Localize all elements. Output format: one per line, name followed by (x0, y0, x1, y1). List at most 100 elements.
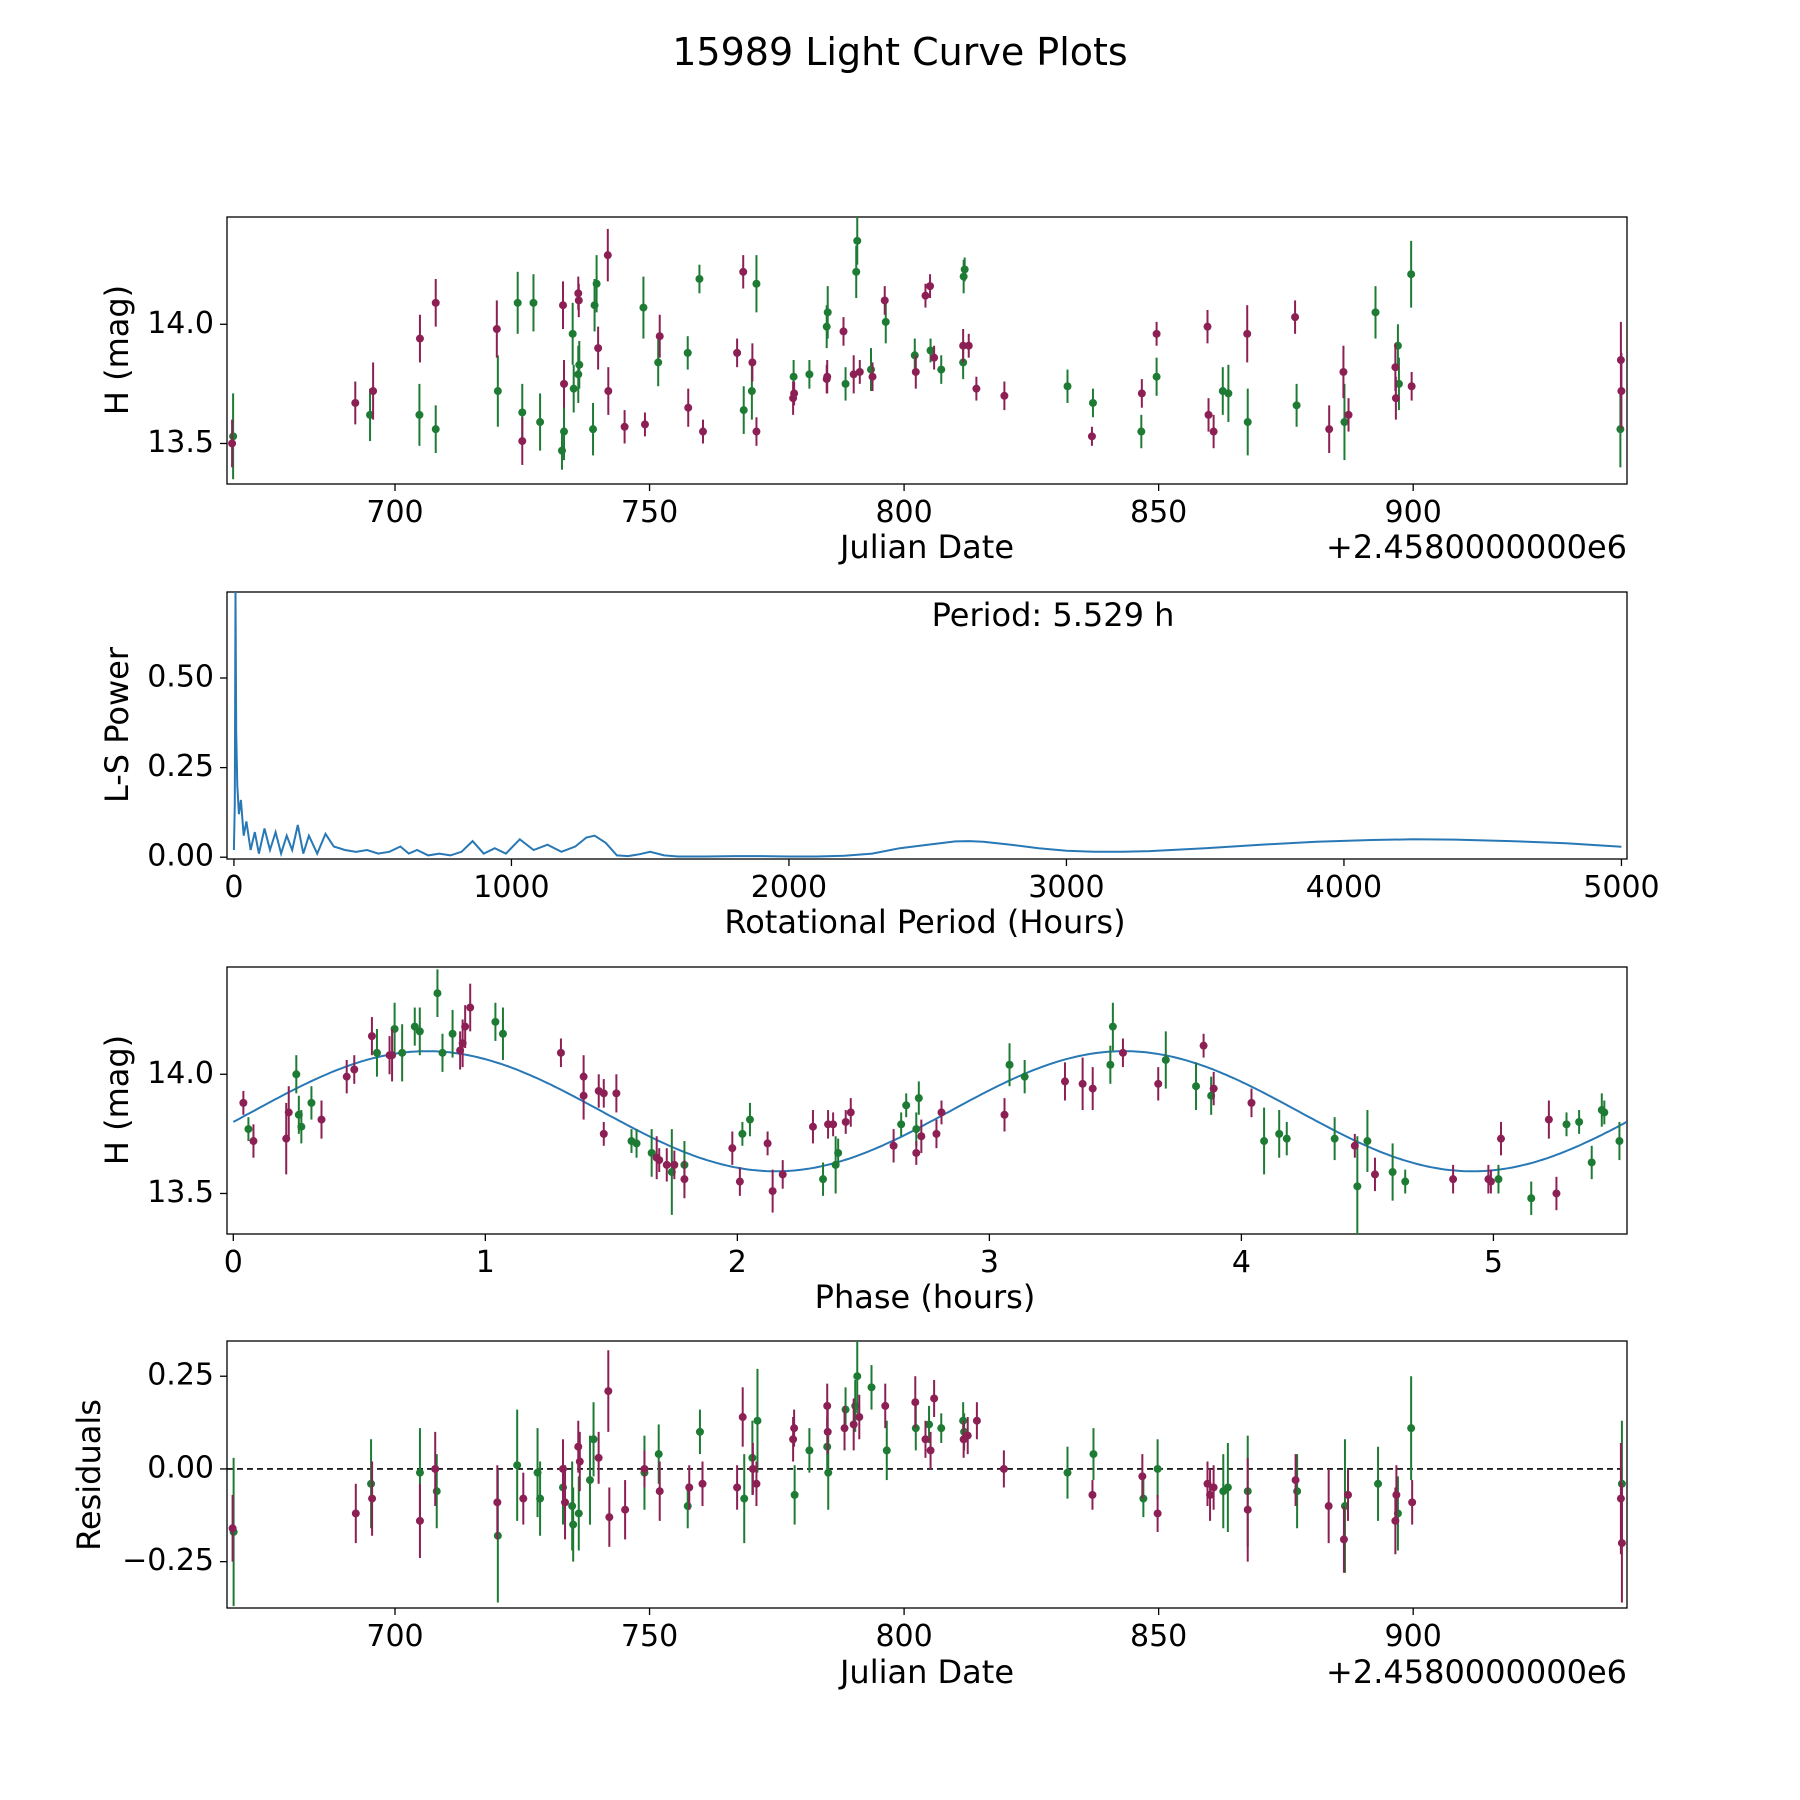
phased-xtick-label: 0 (224, 1245, 243, 1280)
data-point-magenta (1000, 381, 1009, 411)
data-marker (493, 1498, 502, 1507)
data-point-green (1388, 1143, 1397, 1201)
data-point-magenta (1243, 305, 1252, 363)
data-point-green (1282, 1121, 1291, 1156)
data-point-magenta (1154, 1067, 1163, 1101)
data-point-magenta (493, 1465, 502, 1540)
data-point-green (575, 340, 584, 389)
data-marker (415, 1468, 424, 1477)
data-marker (655, 1156, 664, 1165)
data-point-magenta (1209, 414, 1218, 449)
data-point-magenta (1153, 1494, 1162, 1532)
data-point-magenta (917, 1119, 926, 1153)
data-point-magenta (790, 1409, 799, 1447)
data-point-green (739, 386, 748, 434)
data-point-green (1371, 286, 1380, 339)
data-marker (882, 1446, 891, 1455)
data-point-magenta (655, 1148, 664, 1173)
data-point-magenta (1209, 1071, 1218, 1106)
data-marker (846, 1108, 855, 1117)
data-point-green (1088, 388, 1097, 418)
light_curve-xtick-label: 750 (621, 495, 678, 530)
data-point-magenta (492, 300, 501, 358)
data-point-green (834, 1138, 843, 1168)
data-point-magenta (855, 1394, 864, 1440)
panel-residuals: 700 750 800 850 900 −0.25 0.00 0.25 Julian Date… (70, 1340, 1628, 1691)
data-point-magenta (640, 412, 649, 437)
data-point-green (569, 1487, 578, 1562)
data-point-magenta (1152, 321, 1161, 346)
data-point-green (585, 1435, 594, 1525)
data-marker (1000, 391, 1009, 400)
data-point-green (654, 338, 663, 387)
data-marker (351, 1509, 360, 1518)
data-point-magenta (926, 274, 935, 299)
data-point-green (1063, 369, 1072, 403)
data-marker (1494, 1175, 1503, 1184)
data-marker (822, 322, 831, 331)
data-marker (752, 427, 761, 436)
residuals-xtick-label: 700 (366, 1619, 423, 1654)
data-point-green (493, 355, 502, 427)
data-marker (823, 372, 832, 381)
data-marker (1060, 1077, 1069, 1086)
data-point-green (589, 402, 598, 456)
data-point-magenta (612, 1074, 621, 1113)
data-marker (1339, 367, 1348, 376)
data-marker (249, 1137, 258, 1146)
data-marker (438, 1048, 447, 1057)
data-point-magenta (574, 283, 583, 318)
data-point-green (589, 1402, 598, 1477)
data-marker (1137, 427, 1146, 436)
data-marker (1392, 1490, 1401, 1499)
data-marker (536, 1494, 545, 1503)
data-marker (556, 1048, 565, 1057)
data-marker (747, 387, 756, 396)
data-point-green (881, 300, 890, 344)
data-marker (492, 325, 501, 334)
data-point-magenta (559, 281, 567, 330)
data-point-green (695, 1409, 704, 1455)
data-point-magenta (1339, 345, 1348, 399)
data-point-green (433, 969, 442, 1018)
data-marker (1206, 1490, 1215, 1499)
data-point-green (1407, 240, 1416, 308)
data-marker (569, 384, 578, 393)
data-marker (1106, 1060, 1115, 1069)
data-point-magenta (579, 1071, 588, 1120)
data-point-green (366, 388, 375, 442)
data-marker (369, 387, 378, 396)
data-marker (1088, 1084, 1097, 1093)
data-point-green (819, 1162, 828, 1196)
data-marker (372, 1048, 381, 1057)
data-point-magenta (1203, 309, 1212, 344)
panel-periodogram: 0 1000 2000 3000 4000 5000 0.00 0.25 0.50 Period… (98, 591, 1660, 941)
data-marker (1223, 1483, 1232, 1492)
data-marker (1293, 1487, 1302, 1496)
data-point-green (560, 402, 569, 461)
panel-phased: 0 1 2 3 4 5 13.5 14.0 Phase (hours) H (mag) (98, 966, 1628, 1316)
data-point-magenta (1496, 1121, 1505, 1156)
data-marker (819, 1175, 828, 1184)
data-marker (342, 1072, 351, 1081)
data-point-green (431, 405, 440, 454)
data-marker (654, 358, 663, 367)
data-marker (1247, 1098, 1256, 1107)
data-marker (575, 360, 584, 369)
data-point-magenta (368, 1461, 377, 1536)
data-marker (604, 1387, 613, 1396)
data-marker (739, 267, 748, 276)
phased-xtick-label: 2 (728, 1245, 747, 1280)
panel-light-curve: 700 750 800 850 900 13.5 14.0 Julian Date +2.4… (98, 216, 1628, 566)
data-marker (1552, 1189, 1561, 1198)
data-point-magenta (880, 286, 889, 315)
data-marker (1152, 372, 1161, 381)
data-marker (1617, 1539, 1626, 1548)
data-point-green (1615, 1121, 1624, 1161)
data-point-green (882, 1420, 891, 1481)
data-marker (963, 1431, 972, 1440)
data-point-green (1063, 1446, 1072, 1499)
periodogram-ylabel: L-S Power (98, 646, 136, 803)
data-point-green (1152, 357, 1161, 396)
